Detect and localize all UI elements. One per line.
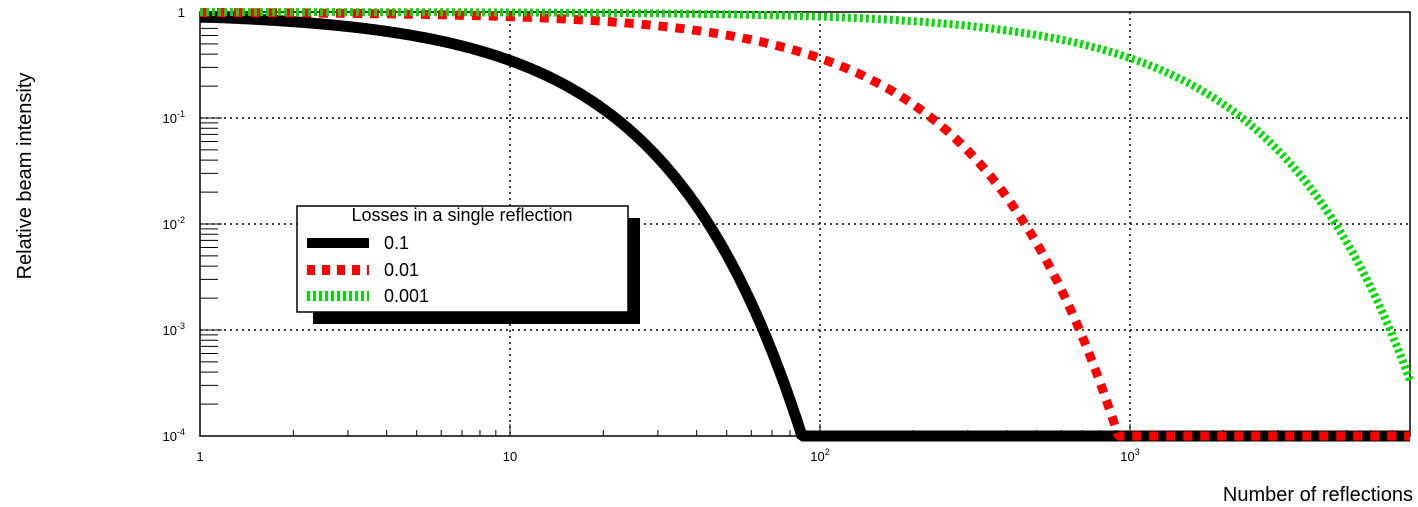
x-tick-labels: 1 10 102 103 — [196, 447, 1139, 464]
legend-box — [296, 205, 629, 313]
y-tick-label: 10-2 — [163, 215, 185, 232]
x-tick-label: 10 — [503, 449, 517, 464]
legend-label-0.01: 0.01 — [384, 260, 419, 280]
series-line-0.01 — [200, 8, 1410, 441]
x-tick-label: 102 — [810, 447, 829, 464]
legend: Losses in a single reflection 0.1 0.01 0… — [296, 205, 640, 324]
y-tick-label: 10-3 — [163, 321, 185, 338]
y-axis-title: Relative beam intensity — [14, 73, 36, 280]
x-tick-label: 103 — [1120, 447, 1139, 464]
legend-title: Losses in a single reflection — [351, 205, 572, 225]
series-line-0.001 — [200, 8, 1414, 382]
y-tick-labels: 1 10-1 10-2 10-3 10-4 — [163, 5, 185, 444]
x-tick-label: 1 — [196, 449, 203, 464]
y-tick-label: 10-1 — [163, 109, 185, 126]
legend-label-0.001: 0.001 — [384, 286, 429, 306]
y-tick-label: 1 — [178, 5, 185, 20]
series-layer — [200, 8, 1414, 442]
legend-label-0.1: 0.1 — [384, 233, 409, 253]
x-axis-title: Number of reflections — [1223, 484, 1413, 506]
y-tick-label: 10-4 — [163, 427, 185, 444]
